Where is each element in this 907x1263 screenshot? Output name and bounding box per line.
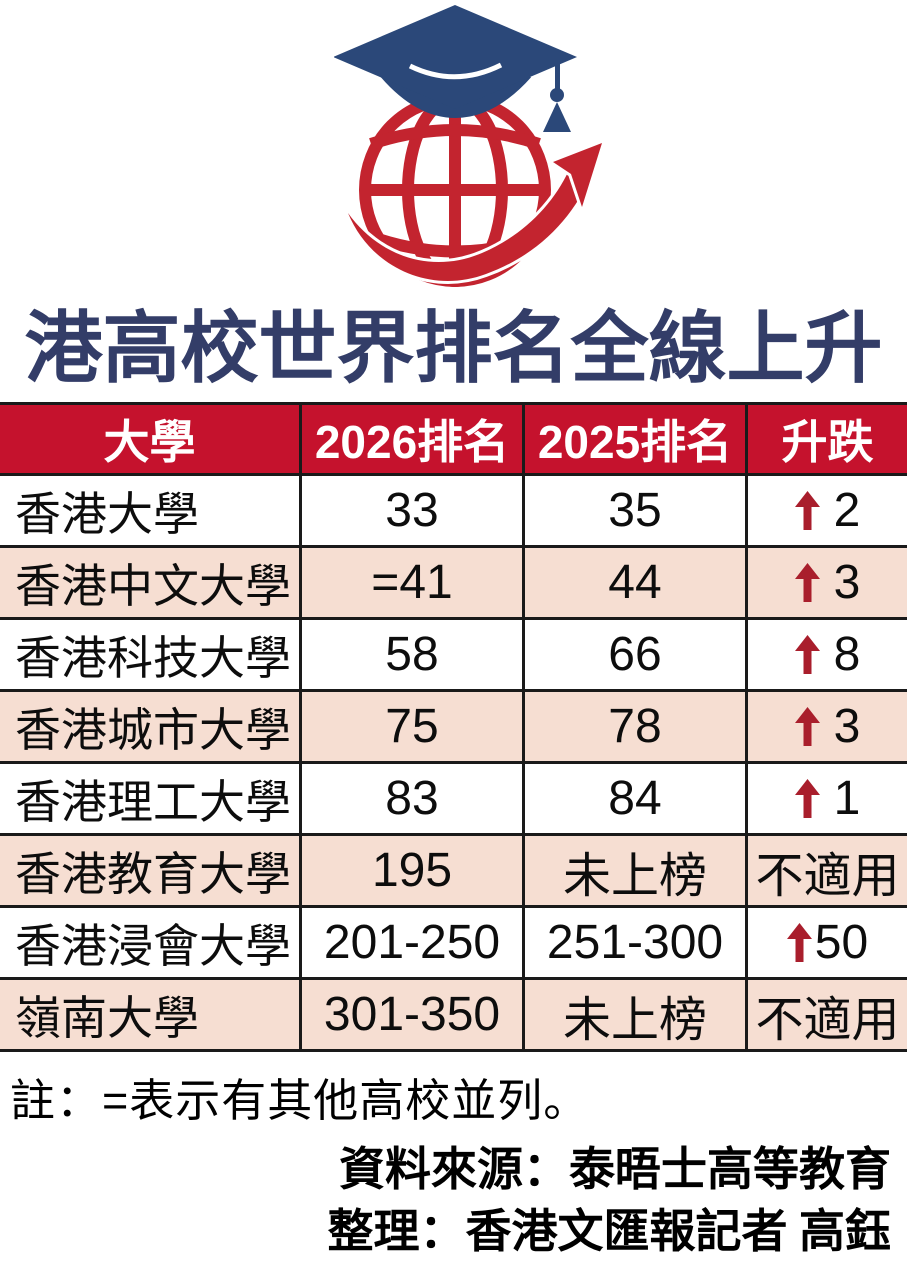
change-cell: 不適用 [745,836,907,905]
rank-2025-cell: 未上榜 [522,980,745,1049]
university-cell: 香港教育大學 [15,847,291,900]
rank-2025-cell: 84 [522,764,745,833]
page-title: 港高校世界排名全線上升 [24,304,883,392]
ranking-table: 大學 2026排名 2025排名 升跌 香港大學 33 35 2 香港中文大學 … [0,402,907,1052]
change-cell: 不適用 [745,980,907,1049]
change-value: 不適用 [755,993,900,1047]
rank-2025-cell: 35 [522,476,745,545]
change-value: 50 [814,916,869,969]
rank-2025-cell: 78 [522,692,745,761]
table-row: 香港城市大學 75 78 3 [0,692,907,764]
source-line: 資料來源：泰晤士高等教育 [339,1144,891,1195]
university-cell: 香港中文大學 [15,559,291,612]
change-cell: 3 [745,548,907,617]
table-row: 香港教育大學 195 未上榜 不適用 [0,836,907,908]
university-cell: 香港大學 [15,487,199,540]
table-row: 香港大學 33 35 2 [0,476,907,548]
table-row: 香港浸會大學 201-250 251-300 50 [0,908,907,980]
tassel-icon [542,53,571,132]
table-row: 嶺南大學 301-350 未上榜 不適用 [0,980,907,1052]
change-cell: 50 [745,908,907,977]
change-value: 3 [833,556,861,609]
change-value: 8 [833,628,861,681]
change-cell: 2 [745,476,907,545]
change-value: 2 [833,484,861,537]
credit-line: 整理：香港文匯報記者 高鈺 [327,1206,892,1257]
university-cell: 香港理工大學 [15,775,291,828]
up-arrow-icon [794,563,820,602]
table-body: 香港大學 33 35 2 香港中文大學 =41 44 3 香港科技大學 58 6… [0,476,907,1052]
up-arrow-icon [786,923,812,962]
table-row: 香港中文大學 =41 44 3 [0,548,907,620]
university-cell: 香港科技大學 [15,631,291,684]
university-cell: 香港城市大學 [15,703,291,756]
rank-2026-cell: 195 [299,836,522,905]
rank-2025-cell: 44 [522,548,745,617]
up-arrow-icon [794,707,820,746]
rank-2026-cell: =41 [299,548,522,617]
change-value: 不適用 [755,849,900,903]
up-arrow-icon [794,635,820,674]
change-value: 1 [833,772,861,825]
change-cell: 3 [745,692,907,761]
footnote: 註：=表示有其他高校並列。 [10,1075,590,1126]
rank-2026-cell: 201-250 [299,908,522,977]
rank-2026-cell: 75 [299,692,522,761]
graduation-cap-icon [333,5,577,132]
rank-2025-cell: 66 [522,620,745,689]
rank-2025-cell: 未上榜 [522,836,745,905]
up-arrow-icon [794,491,820,530]
table-row: 香港科技大學 58 66 8 [0,620,907,692]
col-header-rank-2025: 2025排名 [522,405,745,473]
rank-2026-cell: 33 [299,476,522,545]
col-header-rank-2026: 2026排名 [299,405,522,473]
table-row: 香港理工大學 83 84 1 [0,764,907,836]
change-value: 3 [833,700,861,753]
change-cell: 1 [745,764,907,833]
rank-2026-cell: 83 [299,764,522,833]
university-cell: 香港浸會大學 [15,919,291,972]
rank-2025-cell: 251-300 [522,908,745,977]
rising-arrow-icon [344,137,607,284]
university-cell: 嶺南大學 [15,991,199,1044]
logo-area [22,0,907,298]
change-cell: 8 [745,620,907,689]
up-arrow-icon [794,779,820,818]
source-credit-block: 資料來源：泰晤士高等教育 整理：香港文匯報記者 高鈺 [0,1139,907,1263]
table-header-row: 大學 2026排名 2025排名 升跌 [0,405,907,476]
col-header-change: 升跌 [745,405,907,473]
rank-2026-cell: 58 [299,620,522,689]
col-header-university: 大學 [103,416,196,468]
graduation-cap-globe-arrow-icon [333,5,607,287]
rank-2026-cell: 301-350 [299,980,522,1049]
